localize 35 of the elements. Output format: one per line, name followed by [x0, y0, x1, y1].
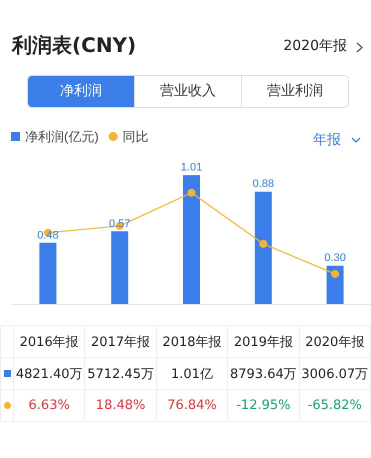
text: 净利润 — [28, 76, 134, 107]
x-tick-label: 2019年报 — [228, 326, 300, 358]
chart-title: 利润表(CNY) — [12, 32, 136, 59]
text: 8793.64万 — [228, 358, 300, 390]
point — [188, 188, 196, 197]
x-tick-label: 2017年报 — [84, 326, 156, 358]
text: 年报 — [313, 131, 341, 149]
data-label: 0.48 — [37, 229, 59, 242]
x-tick-label: 2016年报 — [14, 326, 85, 358]
text: 营业收入 — [134, 76, 241, 107]
text: 2020年报 — [283, 37, 347, 55]
bar — [111, 231, 128, 304]
data-label: 18.48% — [84, 390, 156, 422]
data-label: 6.63% — [14, 390, 85, 422]
data-label: -65.82% — [299, 390, 370, 422]
bar — [183, 175, 200, 304]
point — [259, 240, 268, 248]
x-tick-label: 2020年报 — [299, 326, 370, 358]
bar — [326, 266, 344, 304]
text: 3006.07万 — [299, 358, 370, 390]
legend-label: 净利润(亿元) — [25, 129, 99, 144]
data-label: 1.01 — [180, 162, 202, 174]
data-label: 76.84% — [156, 390, 228, 422]
point — [331, 270, 340, 278]
text: 营业利润 — [241, 76, 348, 107]
data-label: 0.88 — [252, 178, 274, 190]
text: 5712.45万 — [84, 358, 156, 390]
bar — [254, 192, 272, 304]
data-label: -12.95% — [228, 390, 300, 422]
legend-label: 同比 — [122, 129, 149, 144]
x-tick-label: 2018年报 — [156, 326, 228, 358]
text: 1.01亿 — [156, 358, 228, 390]
data-label: 0.30 — [324, 252, 346, 264]
bar — [39, 242, 56, 304]
text: 4821.40万 — [14, 358, 85, 390]
